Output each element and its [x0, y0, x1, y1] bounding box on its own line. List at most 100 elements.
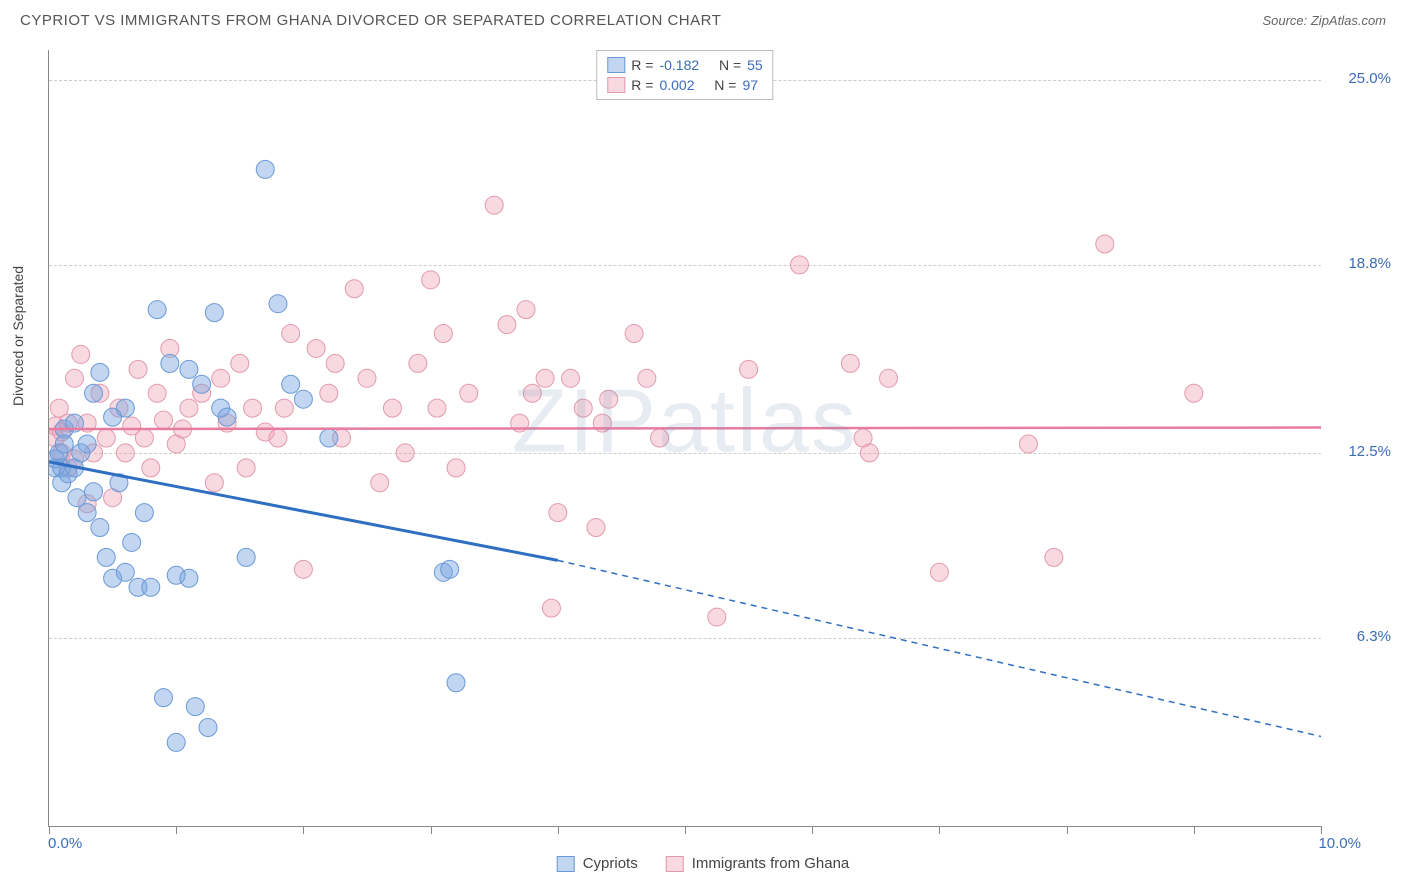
data-point-b [237, 459, 255, 477]
y-axis-label: Divorced or Separated [10, 266, 26, 406]
data-point-a [116, 563, 134, 581]
data-point-b [205, 474, 223, 492]
data-point-a [447, 674, 465, 692]
data-point-b [447, 459, 465, 477]
data-point-a [205, 304, 223, 322]
data-point-b [549, 504, 567, 522]
data-point-a [154, 689, 172, 707]
data-point-b [409, 354, 427, 372]
data-point-b [1185, 384, 1203, 402]
data-point-b [180, 399, 198, 417]
data-point-b [860, 444, 878, 462]
data-point-b [275, 399, 293, 417]
data-point-b [129, 360, 147, 378]
trend-line-b [49, 428, 1321, 429]
data-point-a [142, 578, 160, 596]
data-point-b [135, 429, 153, 447]
data-point-b [148, 384, 166, 402]
data-point-a [167, 733, 185, 751]
data-point-a [123, 533, 141, 551]
data-point-b [930, 563, 948, 581]
data-point-b [97, 429, 115, 447]
scatter-plot [49, 50, 1321, 826]
data-point-a [237, 548, 255, 566]
legend-swatch [607, 77, 625, 93]
data-point-b [320, 384, 338, 402]
x-tick [812, 826, 813, 834]
data-point-b [212, 369, 230, 387]
legend-swatch [557, 856, 575, 872]
data-point-b [485, 196, 503, 214]
data-point-b [396, 444, 414, 462]
data-point-a [199, 719, 217, 737]
data-point-b [358, 369, 376, 387]
x-axis-min-label: 0.0% [48, 835, 82, 852]
data-point-a [218, 408, 236, 426]
data-point-b [269, 429, 287, 447]
source-attribution: Source: ZipAtlas.com [1262, 13, 1386, 28]
data-point-b [154, 411, 172, 429]
data-point-a [320, 429, 338, 447]
x-tick [1194, 826, 1195, 834]
x-tick [303, 826, 304, 834]
r-value: 0.002 [659, 77, 694, 93]
data-point-b [790, 256, 808, 274]
x-tick [1321, 826, 1322, 834]
data-point-a [148, 301, 166, 319]
r-label: R = [631, 77, 653, 93]
data-point-b [326, 354, 344, 372]
data-point-b [880, 369, 898, 387]
n-label: N = [719, 57, 741, 73]
x-tick [939, 826, 940, 834]
data-point-b [231, 354, 249, 372]
data-point-b [740, 360, 758, 378]
x-tick [1067, 826, 1068, 834]
data-point-b [371, 474, 389, 492]
data-point-b [638, 369, 656, 387]
stats-row: R = 0.002 N = 97 [607, 75, 762, 95]
stats-legend: R = -0.182 N = 55 R = 0.002 N = 97 [596, 50, 773, 100]
data-point-b [625, 325, 643, 343]
data-point-b [383, 399, 401, 417]
chart-area: ZIPatlas 6.3%12.5%18.8%25.0% R = -0.182 … [48, 50, 1321, 827]
data-point-b [294, 560, 312, 578]
legend-swatch [666, 856, 684, 872]
data-point-b [72, 345, 90, 363]
data-point-b [517, 301, 535, 319]
data-point-b [498, 316, 516, 334]
legend-item: Immigrants from Ghana [666, 855, 850, 872]
n-label: N = [714, 77, 736, 93]
stats-row: R = -0.182 N = 55 [607, 55, 762, 75]
y-tick-label: 25.0% [1348, 70, 1391, 87]
data-point-a [269, 295, 287, 313]
data-point-b [600, 390, 618, 408]
data-point-b [574, 399, 592, 417]
data-point-a [135, 504, 153, 522]
x-tick [431, 826, 432, 834]
x-tick [176, 826, 177, 834]
legend-item: Cypriots [557, 855, 638, 872]
data-point-b [841, 354, 859, 372]
data-point-a [180, 569, 198, 587]
y-tick-label: 18.8% [1348, 255, 1391, 272]
data-point-b [65, 369, 83, 387]
data-point-a [294, 390, 312, 408]
data-point-b [142, 459, 160, 477]
data-point-a [97, 548, 115, 566]
x-tick [49, 826, 50, 834]
data-point-a [256, 160, 274, 178]
page-title: CYPRIOT VS IMMIGRANTS FROM GHANA DIVORCE… [20, 12, 721, 29]
data-point-b [542, 599, 560, 617]
legend-label: Cypriots [583, 855, 638, 872]
data-point-a [282, 375, 300, 393]
data-point-b [116, 444, 134, 462]
data-point-a [180, 360, 198, 378]
data-point-b [422, 271, 440, 289]
data-point-b [460, 384, 478, 402]
x-tick [685, 826, 686, 834]
data-point-a [85, 483, 103, 501]
series-legend: Cypriots Immigrants from Ghana [557, 855, 850, 872]
data-point-b [1096, 235, 1114, 253]
data-point-b [307, 339, 325, 357]
data-point-b [651, 429, 669, 447]
